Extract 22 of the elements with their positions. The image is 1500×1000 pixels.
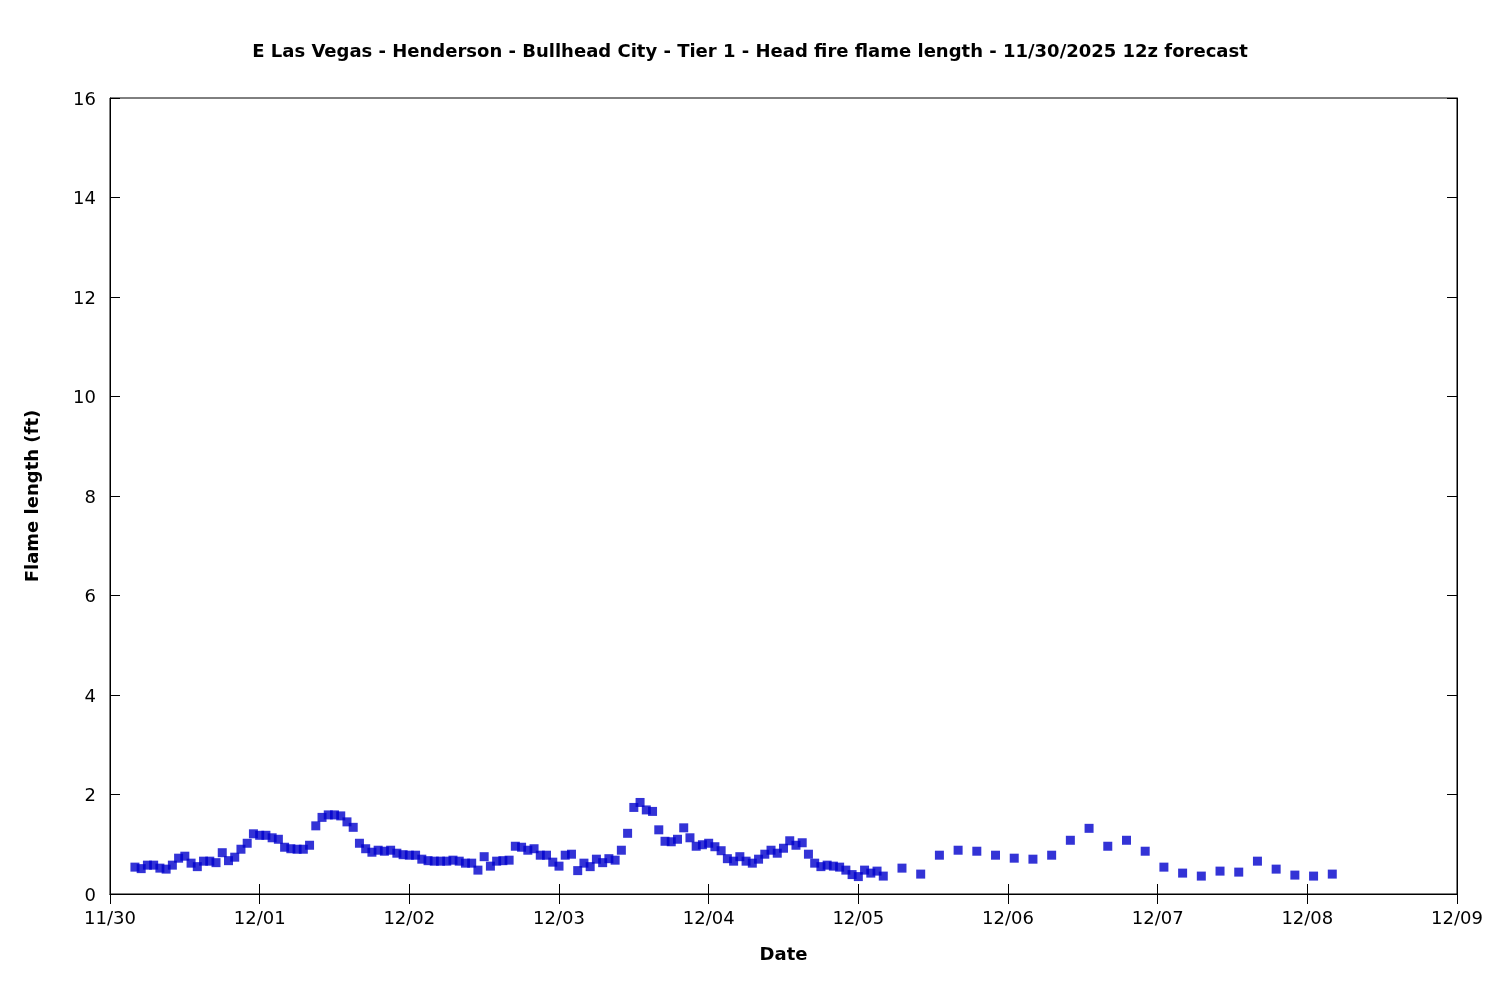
y-tick-label: 10 — [73, 386, 96, 407]
x-tick-label: 12/02 — [383, 906, 436, 928]
x-axis-title: Date — [759, 942, 808, 964]
x-tick-label: 12/09 — [1431, 906, 1483, 928]
y-tick-label: 6 — [84, 585, 96, 606]
x-tick-label: 12/07 — [1131, 906, 1184, 928]
y-tick-label: 12 — [73, 286, 96, 308]
y-tick-label: 16 — [73, 87, 96, 109]
x-tick-label: 12/06 — [982, 906, 1034, 928]
x-tick-label: 11/30 — [84, 906, 136, 928]
x-tick-label: 12/05 — [832, 906, 885, 928]
y-tick-label: 14 — [73, 187, 96, 208]
y-tick-label: 0 — [84, 883, 96, 905]
y-tick-label: 8 — [84, 485, 96, 507]
y-tick-label: 4 — [84, 684, 96, 706]
x-tick-label: 12/01 — [233, 906, 286, 928]
y-axis-title: Flame length (ft) — [20, 409, 42, 583]
x-tick-label: 12/08 — [1281, 906, 1334, 928]
x-tick-label: 12/04 — [682, 906, 735, 928]
chart-title: E Las Vegas - Henderson - Bullhead City - Tier 1 - Head fire flame length - 11/30/2025 12z forecast — [252, 39, 1249, 61]
x-tick-label: 12/03 — [533, 906, 585, 928]
y-tick-label: 2 — [84, 784, 96, 805]
